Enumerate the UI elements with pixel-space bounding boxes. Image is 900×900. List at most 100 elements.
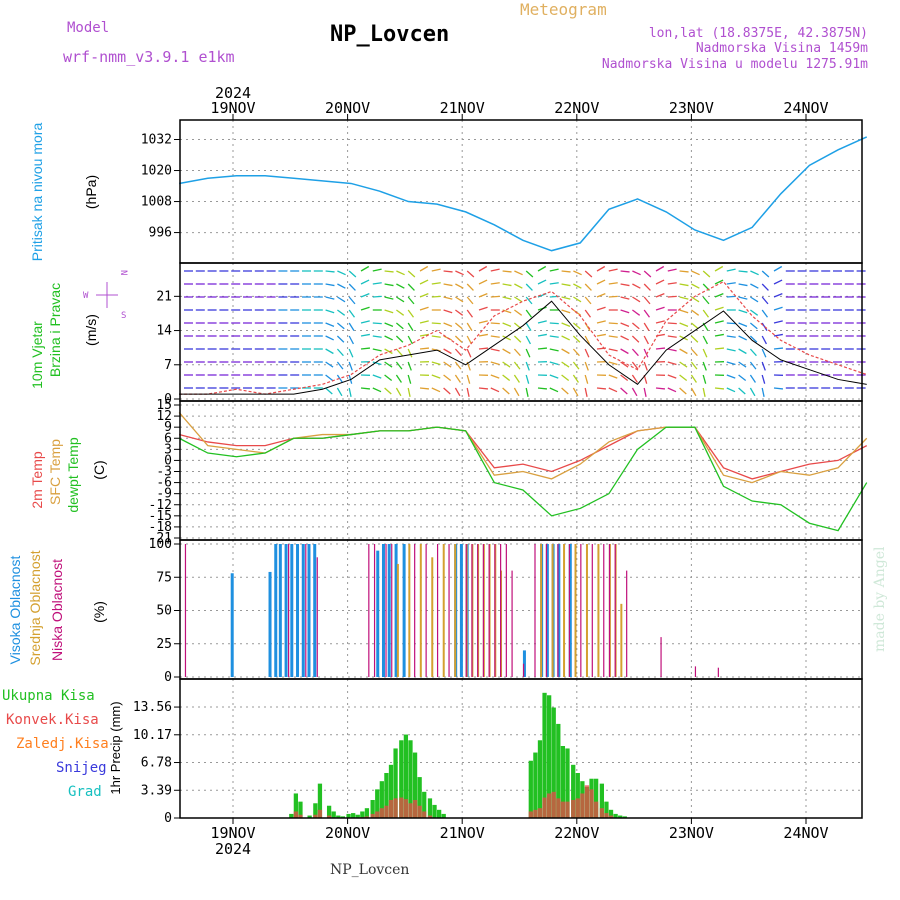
wind-barb	[549, 361, 559, 366]
precip-bar-conv	[584, 785, 590, 818]
wind-barb	[537, 279, 547, 285]
wind-barb	[679, 387, 687, 395]
precip-bar-conv	[298, 814, 303, 818]
wind-barb	[738, 335, 747, 341]
wind-barb	[490, 268, 500, 272]
wind-barb	[726, 374, 736, 379]
cloud-bar-mid	[585, 544, 588, 677]
precip-bar-conv	[575, 798, 580, 818]
precip-bar-total	[412, 752, 418, 818]
wind-barb	[372, 348, 382, 352]
wind-barb	[525, 270, 534, 278]
meteogram-label: Meteogram	[520, 0, 607, 19]
wind-barb	[466, 335, 472, 345]
panel-pressure: 996 1008 1020 1032	[141, 120, 868, 263]
x-day-label-top: 19NOV	[210, 99, 255, 117]
wind-barb	[514, 283, 523, 289]
precip-bar-total	[542, 692, 547, 818]
cloud-title-low: Niska Oblacnost	[49, 559, 65, 661]
wind-barb	[749, 335, 758, 343]
wind-barb	[702, 374, 707, 384]
wind-barb	[714, 387, 725, 390]
wind-barb	[502, 348, 511, 355]
wind-barb	[348, 387, 352, 397]
precip-bar-total	[298, 801, 303, 818]
wind-barb	[431, 295, 441, 298]
wind-barb	[478, 320, 488, 324]
wind-barb	[608, 361, 618, 366]
wind-barb	[643, 361, 648, 371]
wind-barb	[336, 322, 345, 330]
wind-barb	[407, 309, 415, 318]
precip-bar-total	[622, 816, 627, 818]
x-day-label-top: 22NOV	[554, 99, 599, 117]
wind-barb	[360, 293, 370, 298]
wind-barb	[443, 348, 452, 355]
wind-barb	[372, 335, 382, 338]
precip-bar-conv	[589, 789, 594, 818]
precip-bar-conv	[379, 808, 384, 818]
wind-barb	[384, 348, 393, 355]
precip-bar-total	[388, 764, 394, 818]
wind-barb	[679, 361, 688, 368]
wind-barb	[749, 322, 758, 330]
y-tick-label: -12	[149, 498, 172, 513]
wind-barb	[738, 348, 747, 355]
wind-barb	[596, 387, 607, 390]
wind-barb	[773, 333, 783, 337]
wind-barb	[702, 361, 707, 371]
precip-legend-item: Snijeg	[56, 760, 107, 776]
cloud-bar-low	[626, 570, 628, 677]
wind-barb	[596, 306, 606, 311]
wind-barb	[513, 374, 520, 383]
wind-barb	[584, 309, 592, 318]
wind-barb	[643, 322, 650, 331]
y-tick-label: 1032	[141, 133, 172, 148]
precip-bar-total	[408, 740, 413, 818]
wind-barb	[749, 374, 756, 383]
wind-barb	[337, 270, 346, 276]
wind-barb	[679, 348, 688, 355]
wind-barb	[336, 361, 344, 370]
wind-barb	[443, 361, 452, 368]
precip-bar-conv	[375, 811, 380, 818]
precip-bar-conv	[422, 811, 427, 818]
wind-barb	[490, 361, 500, 366]
wind-barb	[372, 361, 382, 366]
precip-bar-total	[537, 740, 543, 818]
wind-barb	[714, 265, 724, 272]
temp-title-dew: dewpt Temp	[65, 437, 81, 512]
precip-bar-total	[608, 809, 614, 818]
station-title: NP_Lovcen	[330, 22, 450, 47]
wind-barb	[549, 282, 559, 285]
wind-barb	[325, 361, 334, 368]
wind-barb	[749, 348, 757, 357]
temp-line-sfc	[178, 411, 868, 484]
y-tick-label: -21	[149, 531, 172, 546]
wind-barb	[643, 348, 649, 358]
wind-barb	[702, 270, 711, 278]
cloud-bar-high	[230, 573, 234, 677]
precip-bar-total	[351, 813, 356, 818]
wind-barb	[360, 265, 370, 272]
wind-barb	[749, 387, 756, 397]
cloud-bar-high	[268, 571, 272, 677]
wind-barb	[584, 335, 590, 345]
wind-barb	[667, 348, 677, 352]
wind-barb	[466, 309, 474, 318]
cloud-bar-mid	[620, 603, 623, 677]
temp-line-dew	[178, 426, 868, 532]
precip-bar-total	[575, 773, 580, 818]
wind-barb	[466, 374, 471, 384]
cloud-bar-high	[284, 544, 288, 677]
wind-barb	[431, 387, 441, 393]
y-tick-label: 7	[164, 358, 172, 373]
wind-barb	[749, 361, 757, 370]
wind-barb	[325, 348, 334, 355]
wind-barb	[336, 335, 345, 343]
cloud-bar-low	[522, 663, 525, 677]
temp-unit: (C)	[91, 460, 107, 479]
wind-barb	[714, 320, 724, 324]
wind-barb	[690, 322, 699, 330]
wind-barb	[490, 335, 500, 338]
